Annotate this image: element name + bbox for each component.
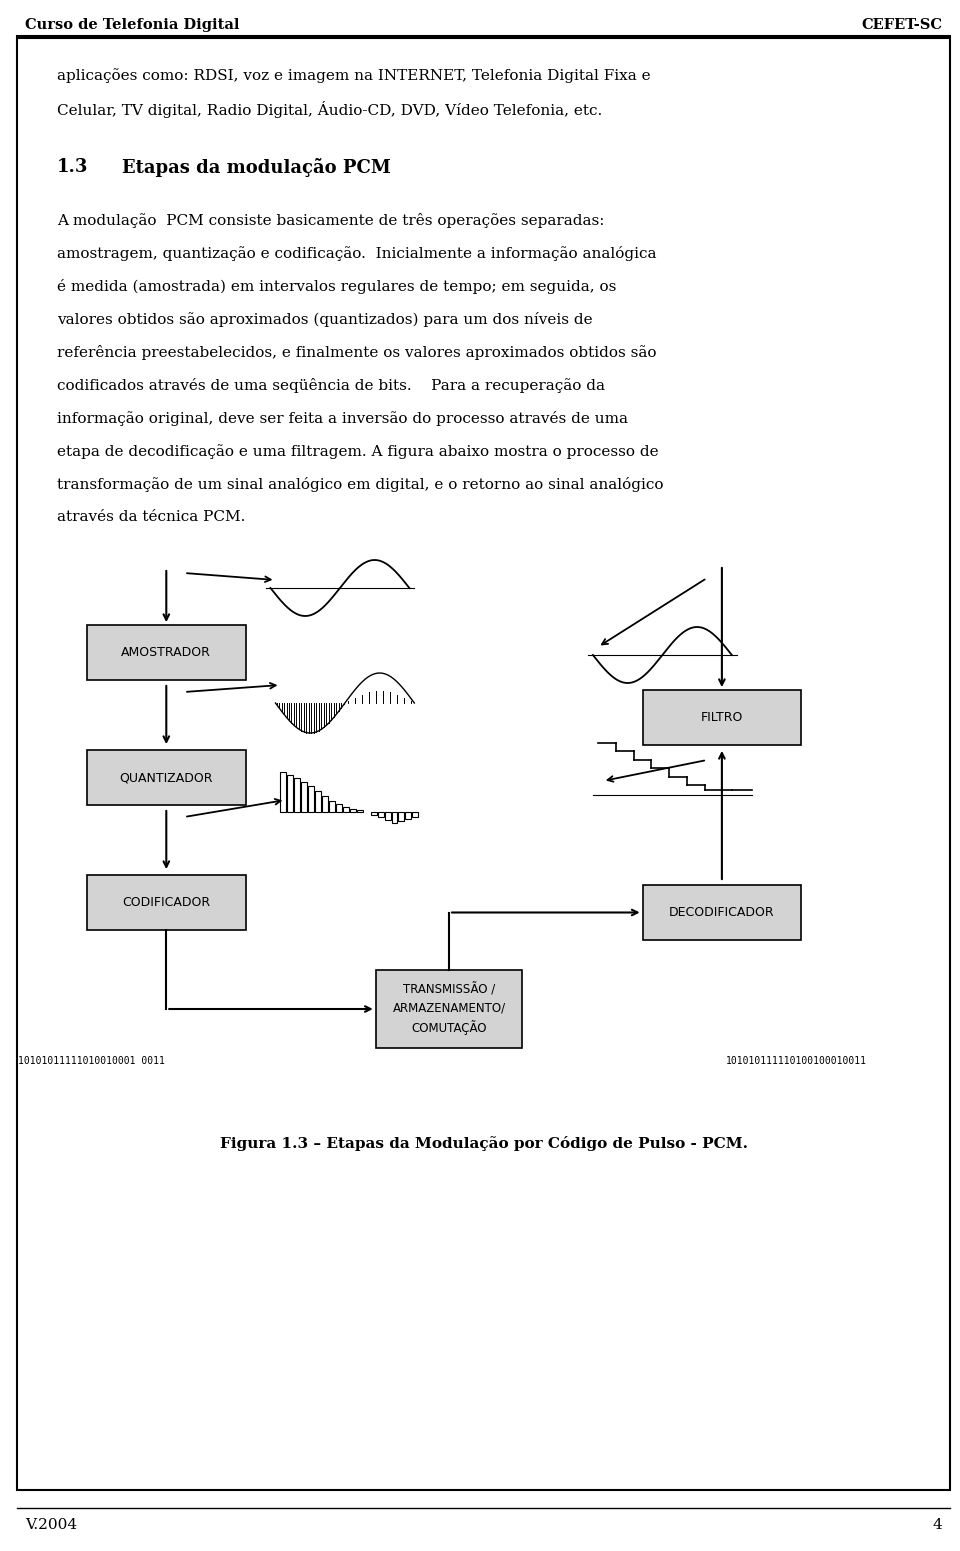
Text: DECODIFICADOR: DECODIFICADOR	[669, 906, 775, 920]
Text: através da técnica PCM.: através da técnica PCM.	[58, 510, 246, 524]
Text: informação original, deve ser feita a inversão do processo através de uma: informação original, deve ser feita a in…	[58, 411, 628, 427]
Text: Curso de Telefonia Digital: Curso de Telefonia Digital	[25, 19, 240, 33]
Text: transformação de um sinal analógico em digital, e o retorno ao sinal analógico: transformação de um sinal analógico em d…	[58, 478, 663, 492]
Bar	[392, 813, 397, 824]
Bar	[375, 969, 522, 1048]
Bar	[329, 800, 335, 813]
Bar	[398, 813, 404, 820]
Bar	[87, 751, 246, 805]
Text: A modulação  PCM consiste basicamente de três operações separadas:: A modulação PCM consiste basicamente de …	[58, 212, 605, 228]
Text: 1.3: 1.3	[58, 158, 88, 175]
Bar	[349, 810, 356, 813]
Text: 10101011111010010001 0011: 10101011111010010001 0011	[18, 1056, 165, 1066]
Text: codificados através de uma seqüência de bits.    Para a recuperação da: codificados através de uma seqüência de …	[58, 378, 605, 392]
Bar	[413, 813, 419, 817]
Text: amostragem, quantização e codificação.  Inicialmente a informação analógica: amostragem, quantização e codificação. I…	[58, 247, 657, 261]
Bar	[315, 791, 321, 813]
Bar	[287, 776, 294, 813]
Text: V.2004: V.2004	[25, 1518, 78, 1532]
Bar	[385, 813, 391, 820]
Bar	[322, 796, 328, 813]
Text: Etapas da modulação PCM: Etapas da modulação PCM	[122, 158, 391, 177]
Bar	[642, 690, 802, 744]
Bar	[295, 779, 300, 813]
Text: CEFET-SC: CEFET-SC	[861, 19, 942, 33]
Text: 4: 4	[932, 1518, 942, 1532]
Text: AMOSTRADOR: AMOSTRADOR	[121, 647, 211, 659]
Bar	[343, 807, 348, 813]
Bar	[301, 782, 307, 813]
Text: referência preestabelecidos, e finalmente os valores aproximados obtidos são: referência preestabelecidos, e finalment…	[58, 344, 657, 360]
Text: Figura 1.3 – Etapas da Modulação por Código de Pulso - PCM.: Figura 1.3 – Etapas da Modulação por Cód…	[220, 1135, 748, 1151]
Text: valores obtidos são aproximados (quantizados) para um dos níveis de: valores obtidos são aproximados (quantiz…	[58, 312, 592, 327]
Text: QUANTIZADOR: QUANTIZADOR	[120, 771, 213, 783]
Text: TRANSMISSÃO /
ARMAZENAMENTO/
COMUTAÇÃO: TRANSMISSÃO / ARMAZENAMENTO/ COMUTAÇÃO	[393, 983, 506, 1035]
Bar	[308, 786, 314, 813]
Text: CODIFICADOR: CODIFICADOR	[122, 896, 210, 909]
Bar	[405, 813, 411, 819]
Bar	[357, 810, 363, 813]
Text: é medida (amostrada) em intervalos regulares de tempo; em seguida, os: é medida (amostrada) em intervalos regul…	[58, 279, 616, 295]
Text: FILTRO: FILTRO	[701, 710, 743, 724]
Text: aplicações como: RDSI, voz e imagem na INTERNET, Telefonia Digital Fixa e: aplicações como: RDSI, voz e imagem na I…	[58, 68, 651, 82]
Text: Celular, TV digital, Radio Digital, Áudio-CD, DVD, Vídeo Telefonia, etc.: Celular, TV digital, Radio Digital, Áudi…	[58, 101, 603, 118]
Text: etapa de decodificação e uma filtragem. A figura abaixo mostra o processo de: etapa de decodificação e uma filtragem. …	[58, 444, 659, 459]
Text: 101010111110100100010011: 101010111110100100010011	[726, 1056, 867, 1066]
Bar	[336, 803, 342, 813]
Bar	[377, 813, 384, 817]
Bar	[280, 772, 286, 813]
Bar	[371, 813, 376, 814]
Bar	[642, 886, 802, 940]
Bar	[87, 875, 246, 931]
Bar	[87, 625, 246, 679]
